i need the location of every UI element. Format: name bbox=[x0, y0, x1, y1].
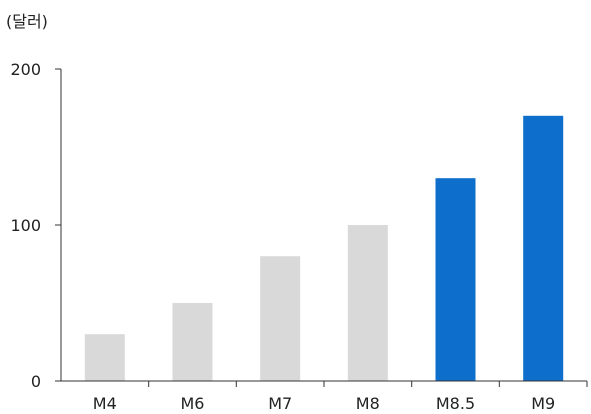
bars-group bbox=[84, 115, 564, 382]
y-tick-label: 200 bbox=[10, 60, 41, 79]
bar-m8 bbox=[347, 225, 388, 381]
bar-m6 bbox=[172, 303, 213, 381]
axes-group bbox=[55, 68, 588, 387]
ticks-group: M4 M6 M7 M8 M8.5 M9 0 100 200 bbox=[10, 60, 555, 413]
x-tick-label: M8.5 bbox=[436, 394, 475, 413]
bar-m8-5 bbox=[435, 178, 476, 381]
y-axis-unit-label: (달러) bbox=[6, 12, 48, 31]
y-tick-label: 100 bbox=[10, 216, 41, 235]
bar-m7 bbox=[260, 256, 301, 381]
x-tick-label: M7 bbox=[268, 394, 292, 413]
bar-m4 bbox=[84, 334, 125, 381]
x-tick-label: M4 bbox=[93, 394, 117, 413]
x-tick-label: M9 bbox=[531, 394, 555, 413]
bar-m9 bbox=[523, 115, 564, 382]
x-tick-label: M8 bbox=[356, 394, 380, 413]
x-tick-label: M6 bbox=[181, 394, 205, 413]
y-tick-label: 0 bbox=[31, 372, 41, 391]
